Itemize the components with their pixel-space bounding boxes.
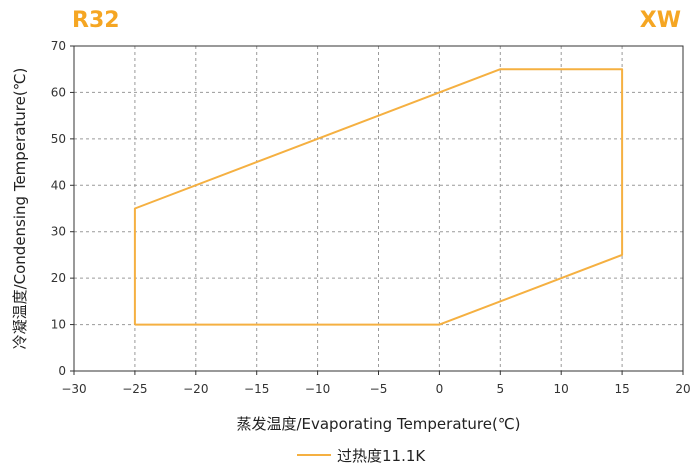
model-label: XW [639,8,681,33]
y-tick-label: 10 [51,318,66,332]
legend: 过热度11.1K [297,447,426,465]
x-axis-title: 蒸发温度/Evaporating Temperature(℃) [236,415,520,433]
envelope-series-line [133,68,624,326]
y-tick-label: 50 [51,132,66,146]
series-layer [133,68,624,326]
axis-ticks: −30 −25 −20 −15 −10 −5 0 5 10 15 20 0 10 20 30 40 50 60 70 [51,39,691,396]
x-tick-label: 0 [436,382,444,396]
x-tick-label: 5 [496,382,504,396]
y-tick-label: 60 [51,85,66,99]
y-axis-title: 冷凝温度/Condensing Temperature(℃) [11,68,29,350]
y-tick-label: 0 [58,364,66,378]
x-tick-label: −15 [244,382,269,396]
legend-label: 过热度11.1K [337,447,426,465]
x-tick-label: 20 [675,382,690,396]
x-tick-label: −25 [122,382,147,396]
grid-lines [74,46,683,371]
x-tick-label: 15 [614,382,629,396]
y-tick-label: 30 [51,225,66,239]
x-tick-label: 10 [554,382,569,396]
y-tick-label: 20 [51,271,66,285]
x-tick-label: −20 [183,382,208,396]
x-tick-label: −5 [370,382,388,396]
refrigerant-label: R32 [72,8,120,33]
y-tick-label: 40 [51,178,66,192]
y-tick-label: 70 [51,39,66,53]
x-tick-label: −10 [305,382,330,396]
x-tick-label: −30 [61,382,86,396]
